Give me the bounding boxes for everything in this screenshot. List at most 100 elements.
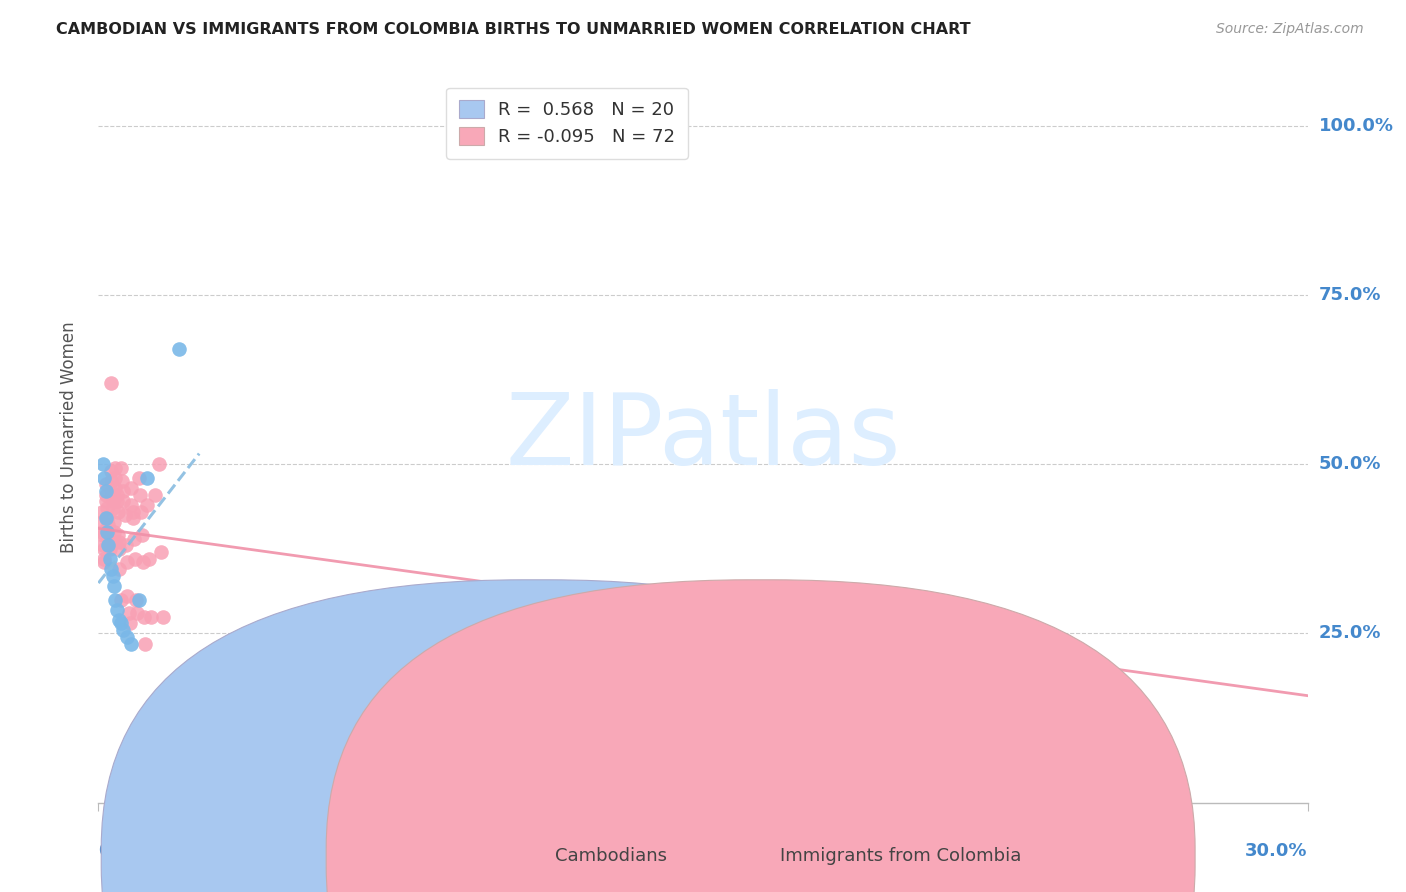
Point [104,481,127,495]
Point [122,532,145,546]
Point [135,471,157,485]
Point [121,498,143,512]
Point [105,488,128,502]
Point [96,501,118,516]
Point [134,637,156,651]
Point [129,505,152,519]
Point [101,569,124,583]
Point [93,555,115,569]
Text: Source: ZipAtlas.com: Source: ZipAtlas.com [1216,22,1364,37]
Point [93,541,115,556]
Point [97,518,120,533]
Point [124,552,146,566]
Point [93,552,115,566]
Point [96,511,118,525]
Point [91,538,114,552]
Point [112,494,135,508]
Point [103,579,125,593]
Legend: R =  0.568   N = 20, R = -0.095   N = 72: R = 0.568 N = 20, R = -0.095 N = 72 [446,87,688,159]
Text: Cambodians: Cambodians [555,847,668,865]
Point [114,538,136,552]
Point [114,508,136,522]
Point [167,741,190,756]
Point [115,555,138,569]
Point [110,460,132,475]
Point [107,505,129,519]
Point [91,515,114,529]
Point [107,535,129,549]
Point [107,613,129,627]
Point [112,623,135,637]
Point [98,552,121,566]
Text: 30.0%: 30.0% [1246,842,1308,860]
Point [91,524,114,539]
Point [93,471,115,485]
Point [97,538,120,552]
Point [149,545,172,559]
Point [101,494,124,508]
Point [103,592,125,607]
Point [98,535,121,549]
Point [125,606,148,620]
Point [118,616,141,631]
Point [105,494,128,508]
Text: 50.0%: 50.0% [1319,455,1381,473]
Point [96,524,118,539]
Point [94,477,117,491]
Point [117,630,139,644]
Point [128,471,150,485]
Point [96,488,118,502]
Point [138,552,160,566]
Text: 0.0%: 0.0% [98,842,149,860]
Point [105,603,128,617]
Point [132,609,155,624]
Point [100,474,122,488]
Point [97,524,120,539]
Point [91,457,114,471]
Point [90,505,112,519]
Point [100,376,122,390]
Y-axis label: Births to Unmarried Women: Births to Unmarried Women [59,321,77,553]
Point [121,511,143,525]
Point [148,457,170,471]
Point [103,515,125,529]
Text: ZIPatlas: ZIPatlas [505,389,901,485]
Point [128,488,150,502]
Point [100,562,122,576]
Point [135,498,157,512]
Point [117,589,139,603]
Point [128,592,150,607]
Point [110,616,132,631]
Point [107,528,129,542]
Point [118,606,141,620]
Point [103,524,125,539]
Point [111,474,134,488]
Point [131,528,153,542]
Point [96,511,118,525]
Point [111,484,134,499]
Point [132,555,155,569]
Point [103,460,125,475]
Point [97,528,120,542]
Text: 75.0%: 75.0% [1319,285,1381,304]
Point [91,528,114,542]
Point [103,535,125,549]
Point [120,637,142,651]
Point [124,592,146,607]
Point [94,484,117,499]
Point [139,609,162,624]
Point [98,541,121,556]
Point [167,342,190,356]
Point [143,488,166,502]
Text: 100.0%: 100.0% [1319,117,1393,135]
Point [152,609,174,624]
Text: 25.0%: 25.0% [1319,624,1381,642]
Point [104,471,127,485]
Point [813,586,835,600]
Point [96,494,118,508]
Point [121,505,143,519]
Point [110,592,132,607]
Text: Immigrants from Colombia: Immigrants from Colombia [780,847,1022,865]
Point [107,541,129,556]
Point [100,464,122,478]
